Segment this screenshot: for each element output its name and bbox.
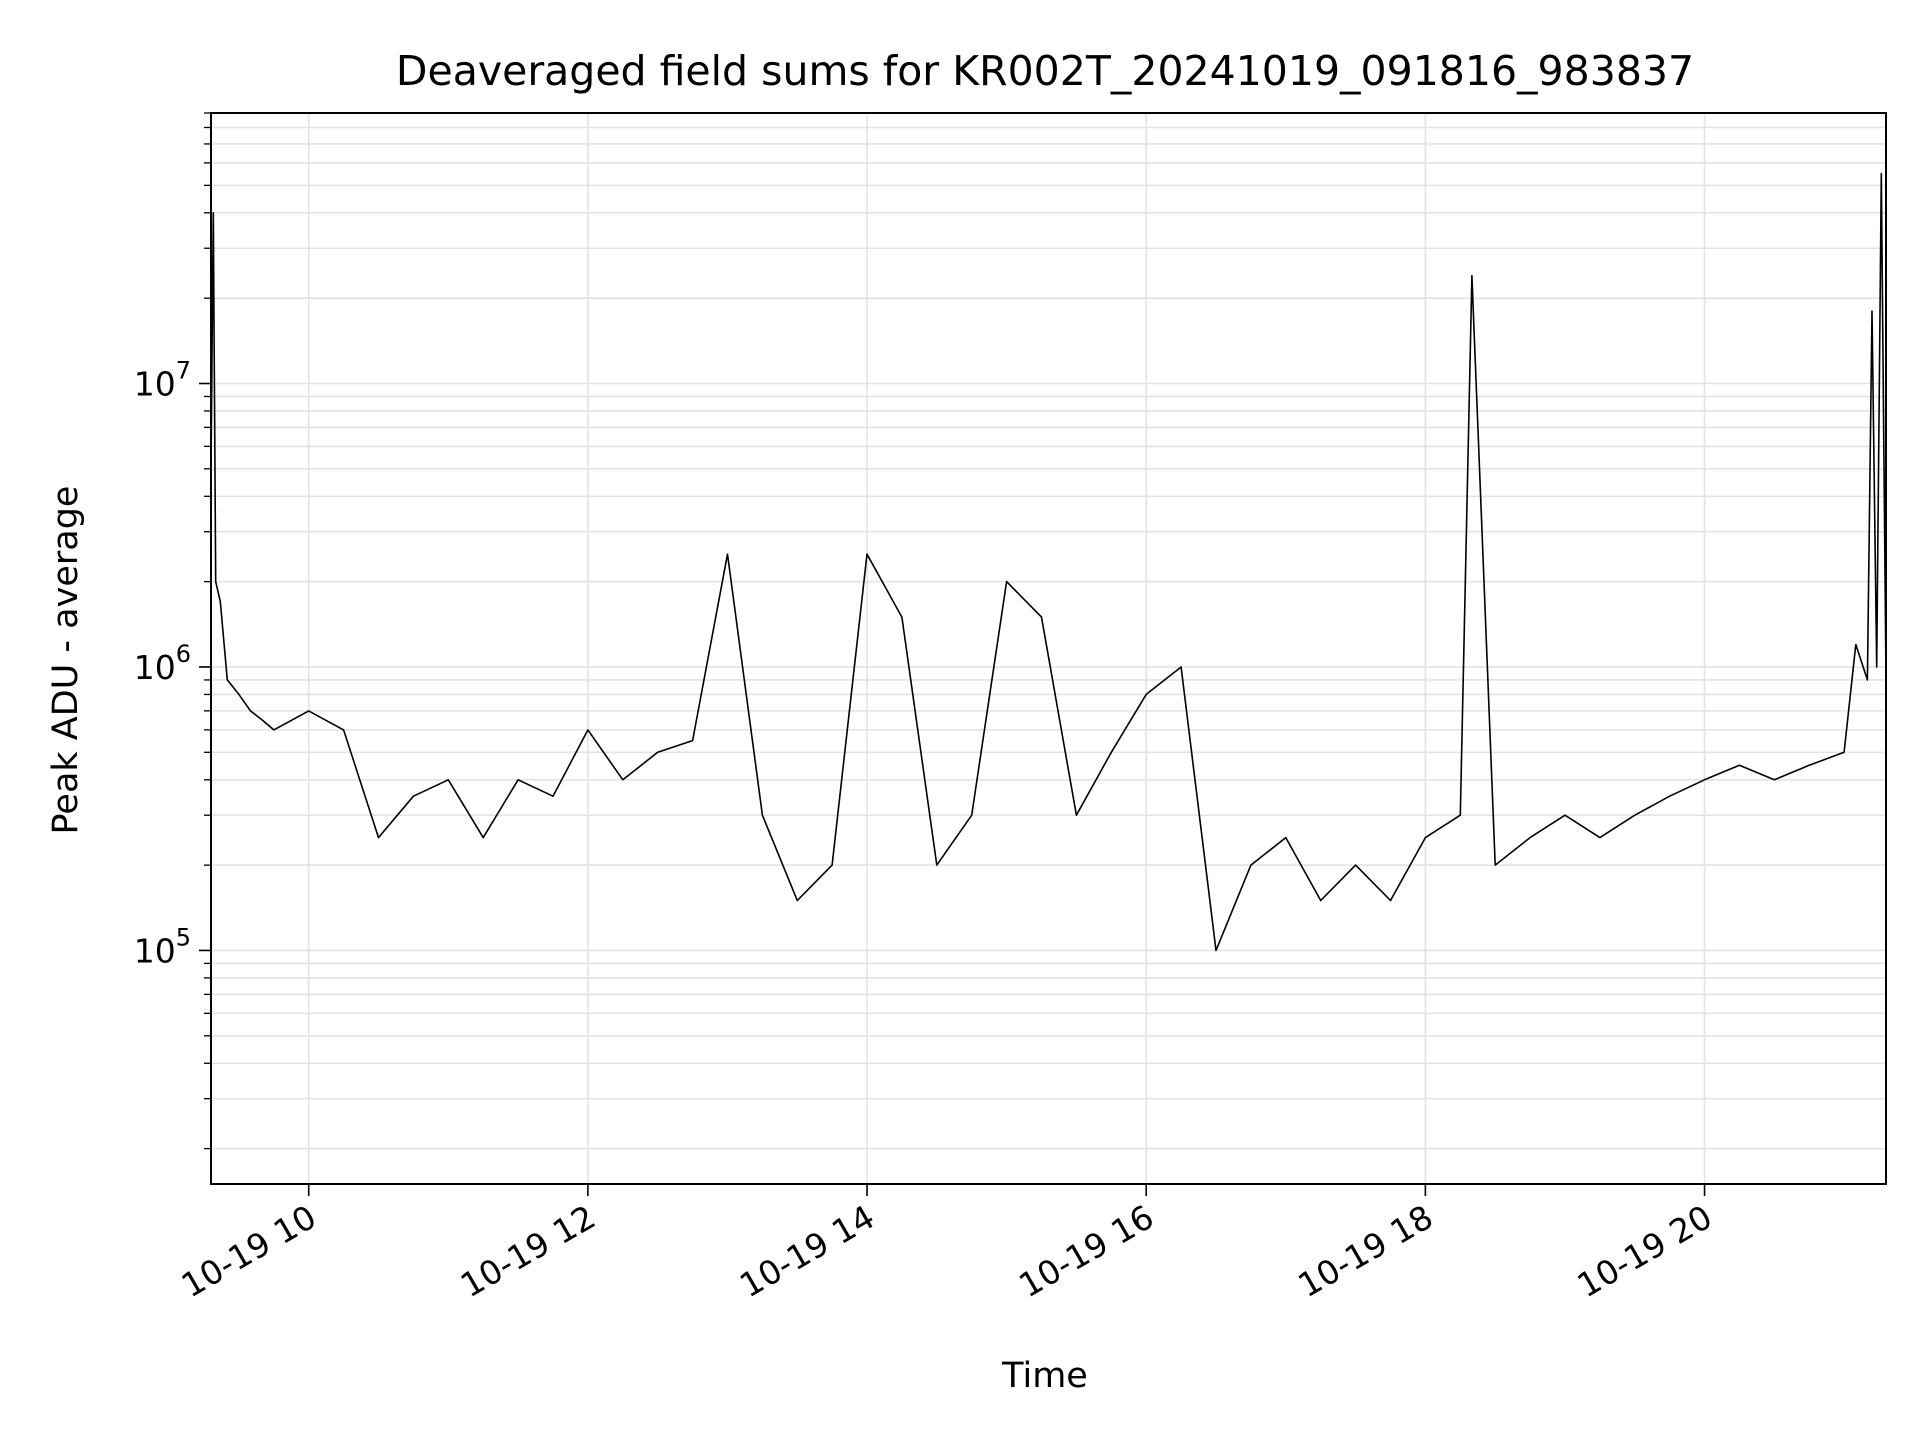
chart-title: Deaveraged field sums for KR002T_2024101… bbox=[396, 47, 1694, 95]
y-tick-label: 106 bbox=[134, 640, 191, 687]
x-axis-label: Time bbox=[1001, 1356, 1088, 1396]
y-axis-label: Peak ADU - average bbox=[46, 486, 86, 835]
grid-layer bbox=[211, 112, 1886, 1184]
y-tick-label: 107 bbox=[134, 357, 191, 404]
line-layer bbox=[210, 172, 1887, 952]
plot-frame bbox=[210, 112, 1887, 1185]
data-series-line bbox=[210, 172, 1887, 952]
y-tick-label: 105 bbox=[134, 923, 191, 970]
